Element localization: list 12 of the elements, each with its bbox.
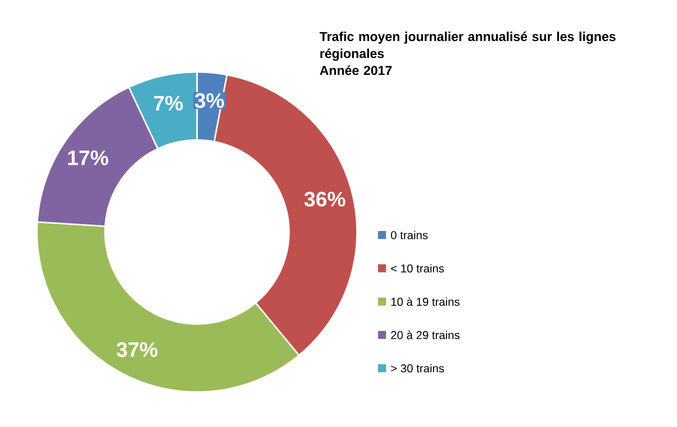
legend-label: > 30 trains [391,364,444,372]
data-label: 7% [154,96,183,111]
legend-label: < 10 trains [391,264,444,273]
legend-label: 10 à 19 trains [391,297,460,306]
chart-title: Trafic moyen journalier annualisé sur les lignes régionales [320,32,616,61]
data-label: 36% [304,192,346,207]
chart-subtitle: Année 2017 [320,65,392,76]
legend-label: 20 à 29 trains [391,330,460,340]
data-label: 3% [194,93,224,108]
data-label: 37% [116,342,158,358]
data-label: 17% [68,150,108,166]
legend-label: 0 trains [390,230,428,240]
